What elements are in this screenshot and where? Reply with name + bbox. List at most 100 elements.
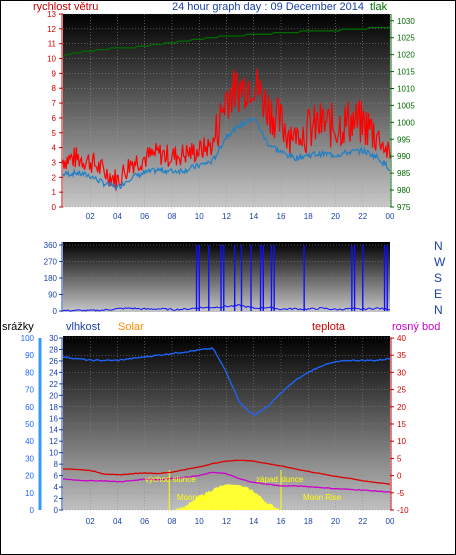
wind-speed-line: [62, 68, 391, 191]
direction-tick-label: 90: [48, 291, 57, 300]
humidity-tick-label: 24: [49, 368, 58, 377]
wind-average-line: [62, 116, 391, 191]
temperature-tick-label: 30: [397, 368, 406, 377]
rain-tick-label: 20: [25, 472, 34, 481]
humidity-tick-label: 8: [54, 460, 59, 469]
humidity-line: [62, 346, 391, 416]
wind-x-tick-label: 16: [277, 212, 286, 221]
rain-tick-label: 40: [25, 437, 34, 446]
temperature-tick-label: 20: [397, 403, 406, 412]
humidity-tick-label: 0: [54, 506, 59, 515]
humidity-tick-label: 10: [49, 449, 58, 458]
weather-x-tick-label: 14: [249, 517, 258, 526]
wind-speed-axis-title: rychlost větru: [33, 1, 98, 13]
solar-legend-label: Solar: [118, 321, 144, 333]
direction-panel-background: [63, 242, 390, 312]
compass-label: S: [434, 271, 442, 285]
series-layer: [62, 26, 391, 510]
weather-x-tick-label: 16: [277, 517, 286, 526]
chart-title: 24 hour graph day : 09 December 2014: [172, 1, 364, 13]
temperature-tick-label: -10: [397, 506, 409, 515]
wind-x-tick-label: 20: [331, 212, 340, 221]
humidity-tick-label: 14: [49, 426, 58, 435]
direction-tick-label: 360: [44, 241, 58, 250]
weather-x-tick-label: 00: [386, 517, 395, 526]
rain-tick-label: 60: [25, 403, 34, 412]
dew-point-axis-title: rosný bod: [392, 321, 440, 333]
pressure-tick-label: 1020: [397, 51, 415, 60]
humidity-tick-label: 20: [49, 391, 58, 400]
weather-x-tick-label: 20: [331, 517, 340, 526]
humidity-tick-label: 30: [49, 334, 58, 343]
humidity-tick-label: 4: [54, 483, 59, 492]
wind-tick-label: 6: [52, 114, 57, 123]
wind-x-tick-label: 22: [358, 212, 367, 221]
wind-x-tick-label: 10: [195, 212, 204, 221]
wind-tick-label: 13: [47, 10, 56, 19]
moonrise-annotation: Moon Rise: [303, 493, 342, 502]
humidity-axis-title: vlhkost: [66, 321, 100, 333]
compass-label: E: [434, 287, 442, 301]
weather-x-tick-label: 06: [140, 517, 149, 526]
humidity-tick-label: 26: [49, 357, 58, 366]
rain-tick-label: 50: [25, 420, 34, 429]
sunrise-annotation: východ slunce: [145, 475, 196, 484]
weather-x-tick-label: 04: [113, 517, 122, 526]
wind-tick-label: 5: [52, 129, 57, 138]
pressure-tick-label: 975: [397, 203, 411, 212]
rain-tick-label: 10: [25, 489, 34, 498]
wind-tick-label: 7: [52, 99, 57, 108]
pressure-tick-label: 1000: [397, 118, 415, 127]
wind-tick-label: 8: [52, 84, 57, 93]
wind-tick-label: 10: [47, 55, 56, 64]
rain-tick-label: 0: [30, 506, 35, 515]
pressure-line: [62, 26, 390, 57]
pressure-tick-label: 1030: [397, 17, 415, 26]
temperature-tick-label: 35: [397, 351, 406, 360]
temperature-tick-label: 5: [397, 454, 402, 463]
rain-tick-label: 90: [25, 351, 34, 360]
wind-tick-label: 1: [52, 188, 57, 197]
compass-label: N: [434, 239, 443, 253]
pressure-tick-label: 1025: [397, 34, 415, 43]
pressure-tick-label: 1015: [397, 68, 415, 77]
temperature-line: [63, 459, 391, 485]
sunset-annotation: západ slunce: [256, 475, 304, 484]
wind-x-tick-label: 04: [113, 212, 122, 221]
weather-x-tick-label: 02: [86, 517, 95, 526]
wind-tick-label: 12: [47, 25, 56, 34]
compass-label: W: [434, 255, 446, 269]
wind-x-tick-label: 02: [86, 212, 95, 221]
weather-x-tick-label: 12: [222, 517, 231, 526]
pressure-tick-label: 980: [397, 186, 411, 195]
wind-tick-label: 2: [52, 173, 57, 182]
wind-tick-label: 11: [48, 40, 57, 49]
pressure-tick-label: 995: [397, 135, 411, 144]
wind-x-tick-label: 14: [249, 212, 258, 221]
wind-tick-label: 0: [52, 203, 57, 212]
wind-tick-label: 9: [52, 69, 57, 78]
temperature-tick-label: 40: [397, 334, 406, 343]
rain-axis-title: srážky: [2, 321, 34, 333]
weather-x-tick-label: 22: [358, 517, 367, 526]
compass-label: N: [434, 303, 443, 317]
pressure-axis-title: tlak: [370, 1, 388, 13]
wind-x-tick-label: 12: [222, 212, 231, 221]
weather-x-tick-label: 10: [195, 517, 204, 526]
wind-x-tick-label: 18: [304, 212, 313, 221]
wind-x-tick-label: 06: [140, 212, 149, 221]
pressure-tick-label: 985: [397, 169, 411, 178]
direction-tick-label: 180: [44, 274, 58, 283]
wind-tick-label: 3: [52, 158, 57, 167]
temperature-tick-label: 0: [397, 472, 402, 481]
humidity-tick-label: 28: [49, 345, 58, 354]
rain-tick-label: 70: [25, 386, 34, 395]
wind-direction-line: [62, 304, 391, 312]
temperature-axis-title: teplota: [312, 321, 346, 333]
axis-layer: 0123456789101112139759809859909951000100…: [21, 10, 446, 526]
direction-tick-label: 0: [53, 307, 58, 316]
pressure-tick-label: 990: [397, 152, 411, 161]
humidity-tick-label: 18: [49, 403, 58, 412]
